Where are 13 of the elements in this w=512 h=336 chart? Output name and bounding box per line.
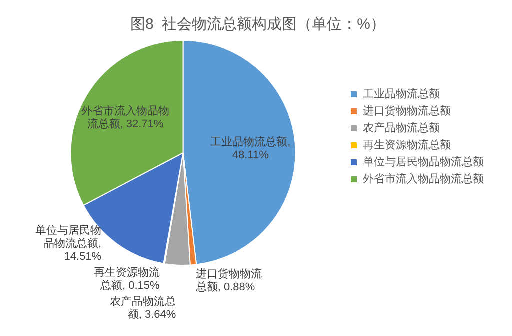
legend-label: 工业品物流总额 bbox=[363, 88, 440, 101]
legend-label: 农产品物流总额 bbox=[363, 122, 440, 135]
legend-label: 单位与居民物品物流总额 bbox=[363, 156, 484, 169]
legend-label: 再生资源物流总额 bbox=[363, 138, 451, 152]
data-label: 单位与居民物品物流总额, 14.51% bbox=[36, 224, 102, 264]
chart-title: 图8 社会物流总额构成图（单位：%） bbox=[130, 16, 386, 34]
data-label: 外省市流入物品物流总额, 32.71% bbox=[81, 104, 170, 131]
legend-label: 外省市流入物品物流总额 bbox=[363, 172, 484, 186]
data-label: 进口货物物流总额, 0.88% bbox=[194, 268, 262, 294]
data-label: 工业品物流总额, 48.11% bbox=[210, 136, 291, 162]
data-label: 再生资源物流总额, 0.15% bbox=[94, 266, 160, 292]
data-label: 农产品物流总额, 3.64% bbox=[110, 295, 176, 322]
legend-label: 进口货物物流总额 bbox=[363, 104, 451, 118]
